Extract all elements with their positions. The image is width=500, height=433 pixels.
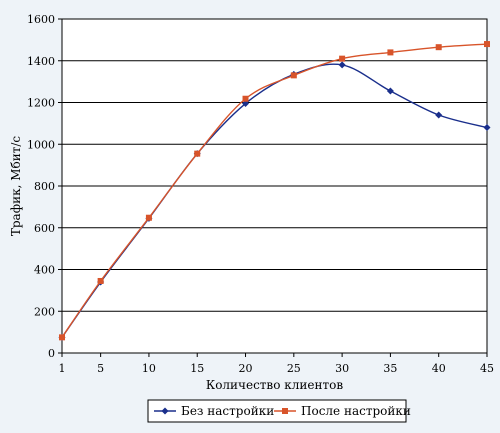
data-point-square	[387, 49, 394, 56]
x-tick-label: 15	[190, 362, 204, 375]
data-point-square	[145, 214, 152, 221]
data-point-diamond	[386, 87, 394, 95]
legend-label-bez: Без настройки	[181, 404, 274, 418]
x-tick-label: 30	[335, 362, 349, 375]
x-tick-label: 20	[239, 362, 253, 375]
y-tick-label: 1400	[27, 55, 55, 68]
series-posle-nastroyki	[59, 41, 490, 341]
data-point-diamond	[242, 100, 250, 108]
y-tick-label: 0	[48, 347, 55, 360]
data-point-square	[435, 44, 442, 51]
legend-marker-square	[282, 408, 288, 414]
x-tick-label: 25	[287, 362, 301, 375]
data-point-square	[242, 95, 249, 102]
x-tick-label: 35	[383, 362, 397, 375]
data-point-square	[59, 334, 65, 341]
y-axis-title: Трафик, Мбит/с	[9, 136, 23, 237]
series-line	[61, 43, 488, 338]
y-tick-label: 200	[34, 305, 55, 318]
x-tick-label: 1	[59, 362, 66, 375]
y-tick-label: 1200	[27, 97, 55, 110]
data-point-diamond	[483, 124, 491, 132]
x-tick-label: 40	[432, 362, 446, 375]
data-point-square	[97, 277, 104, 284]
data-point-square	[339, 55, 346, 62]
legend-marker-diamond	[161, 407, 169, 415]
x-axis-ticks: 1 5 10 15 20 25 30 35 40 45	[59, 353, 494, 375]
legend: Без настройки После настройки	[147, 399, 411, 423]
data-point-diamond	[435, 111, 443, 119]
y-tick-label: 1600	[27, 13, 55, 26]
legend-label-posle: После настройки	[301, 404, 411, 418]
data-point-square	[194, 150, 201, 157]
data-point-square	[290, 72, 297, 79]
x-tick-label: 45	[480, 362, 494, 375]
data-point-diamond	[338, 61, 346, 69]
y-tick-label: 1000	[27, 138, 55, 151]
series-layer	[58, 41, 491, 341]
y-tick-label: 400	[34, 264, 55, 277]
x-axis-title: Количество клиентов	[206, 378, 343, 392]
y-tick-label: 800	[34, 180, 55, 193]
y-axis-ticks: 0 200 400 600 800 1000 1200 1400 1600	[27, 13, 62, 360]
x-tick-label: 5	[97, 362, 104, 375]
y-tick-label: 600	[34, 222, 55, 235]
gridlines	[62, 18, 487, 312]
data-point-square	[484, 41, 490, 48]
x-tick-label: 10	[142, 362, 156, 375]
